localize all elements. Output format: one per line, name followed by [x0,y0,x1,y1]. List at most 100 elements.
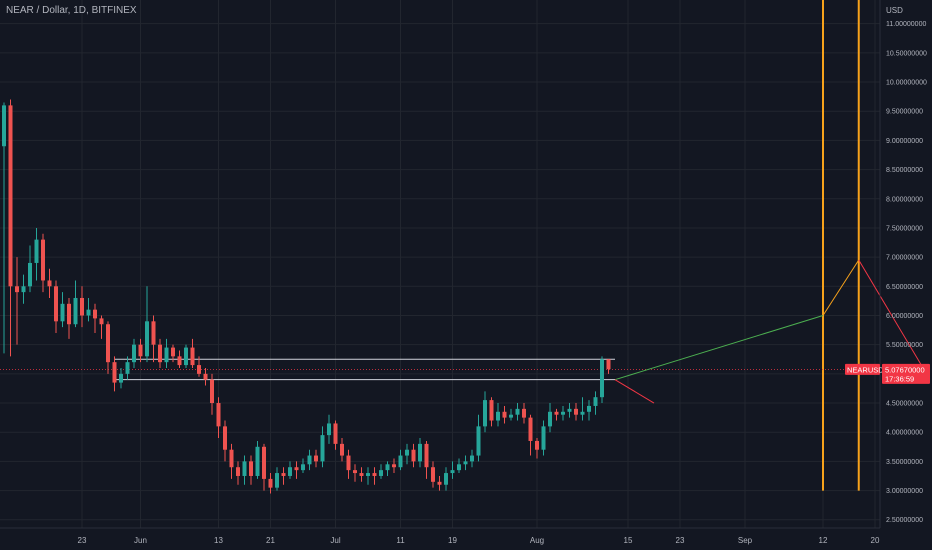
candle-body [249,461,253,476]
y-tick-label: 3.00000000 [886,488,923,495]
y-tick-label: 8.50000000 [886,167,923,174]
candle-body [502,411,507,418]
candle-body [275,473,279,488]
x-tick-label: 15 [624,536,633,545]
candle-body [190,347,195,366]
candle-body [158,344,162,363]
trend-line-green[interactable] [614,315,824,381]
candle-body [60,303,65,322]
candle-body [41,239,45,281]
candle-body [112,362,117,383]
candle-body [151,321,156,345]
candle-body [268,478,273,488]
chart-legend-title: NEAR / Dollar, 1D, BITFINEX [6,5,137,16]
y-tick-label: 2.50000000 [886,517,923,524]
candle-body [320,435,325,462]
trend-line-red[interactable] [614,379,655,404]
candle-body [307,455,312,465]
candle-body [333,423,338,444]
candle-body [437,481,442,485]
x-tick-label: Aug [530,536,544,545]
candle-body [262,446,266,479]
candle-body [125,362,130,374]
candle-body [353,470,357,474]
y-tick-label: 9.00000000 [886,138,923,145]
candle-body [229,449,234,468]
candle-body [164,347,169,363]
x-tick-label: 21 [266,536,275,545]
y-tick-label: 11.00000000 [886,21,926,28]
candle-body [21,286,26,293]
candle-body [515,408,520,415]
candle-body [67,303,71,325]
candle-body [216,403,221,427]
candle-body [398,455,403,468]
candle-body [489,400,494,421]
candle-body [28,262,32,287]
x-tick-label: 11 [396,536,405,545]
candle-body [223,426,227,450]
candle-body [86,309,91,316]
y-tick-label: 4.50000000 [886,401,923,408]
candle-body [197,365,201,374]
trend-line-orange[interactable] [822,259,860,316]
candle-body [301,464,305,471]
time-axis[interactable]: 23 Jun 13 21 Jul 11 19 Aug 15 23 Sep 12 20 [0,527,880,545]
y-tick-label: 10.00000000 [886,80,927,87]
candle-body [47,280,52,287]
grid [0,0,880,528]
candle-body [587,405,591,412]
y-tick-label: 5.50000000 [886,342,923,349]
price-tag [882,363,930,384]
candle-body [8,105,13,287]
y-tick-label: 10.50000000 [886,50,927,57]
candle-body [418,443,422,462]
y-tick-label: 8.00000000 [886,196,923,203]
y-tick-label: 9.50000000 [886,109,923,116]
y-tick-label: 6.50000000 [886,284,923,291]
x-tick-label: Jul [330,536,340,545]
candle-body [132,344,136,363]
candle-body [606,359,611,370]
symbol-tag-text: NEARUSD [847,365,884,374]
candle-body [431,467,435,482]
candle-body [509,414,513,418]
candle-body [548,411,552,427]
candle-body [99,318,104,325]
drawing-annotations[interactable] [0,0,880,491]
candle-body [346,455,351,471]
x-tick-label: Sep [738,536,753,545]
candle-body [496,411,500,421]
candle-body [54,286,58,322]
candle-body [34,239,39,263]
candle-body [385,464,390,471]
x-tick-label: Jun [134,536,147,545]
trend-annotations[interactable] [614,259,925,404]
candle-body [372,473,377,476]
candle-body [138,344,143,357]
x-tick-label: 23 [676,536,685,545]
y-tick-label: 4.00000000 [886,430,923,437]
candle-body [255,446,260,476]
candle-body [177,356,182,366]
candle-body [444,473,448,485]
x-tick-label: 13 [214,536,223,545]
candle-body [528,417,533,441]
candle-body [340,443,344,456]
candle-body [522,408,526,418]
candle-body [411,449,416,462]
candle-body [554,411,559,415]
candle-body [184,347,188,366]
candle-body [242,461,247,476]
candle-body [593,397,598,406]
x-tick-label: 19 [448,536,457,545]
candle-body [392,464,396,468]
price-axis[interactable]: USD 11.00000000 10.50000000 10.00000000 9.5… [879,0,927,528]
candle-body [359,473,364,476]
trend-line-red[interactable] [858,259,925,370]
candle-body [561,411,565,415]
candles [2,99,611,494]
candle-body [535,440,539,450]
candle-body [145,321,149,357]
